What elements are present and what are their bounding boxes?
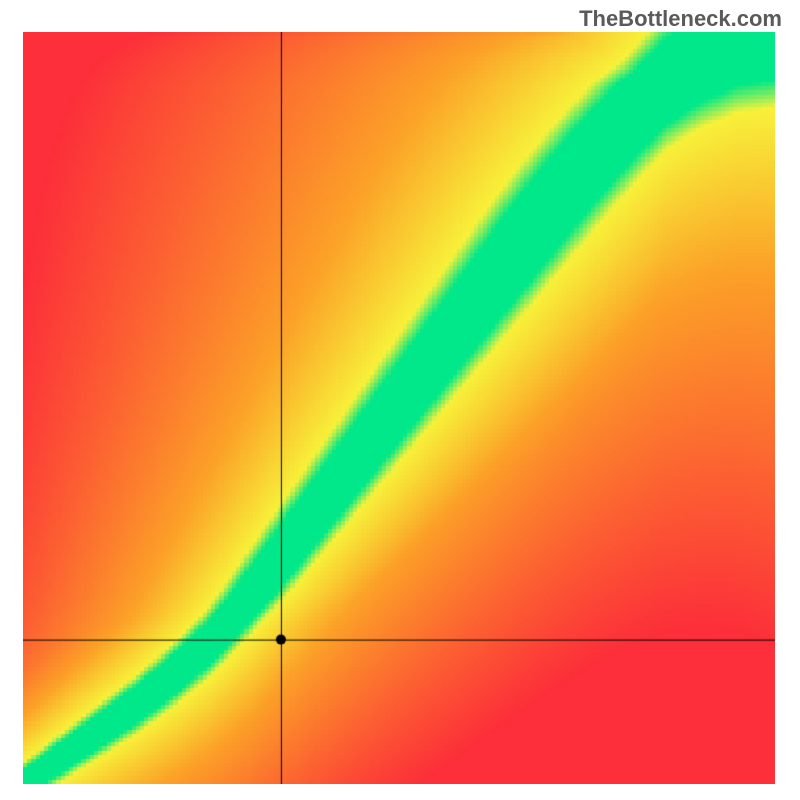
watermark-text: TheBottleneck.com <box>579 6 782 32</box>
chart-container: { "watermark": "TheBottleneck.com", "cha… <box>0 0 800 800</box>
heatmap-plot <box>23 32 775 784</box>
